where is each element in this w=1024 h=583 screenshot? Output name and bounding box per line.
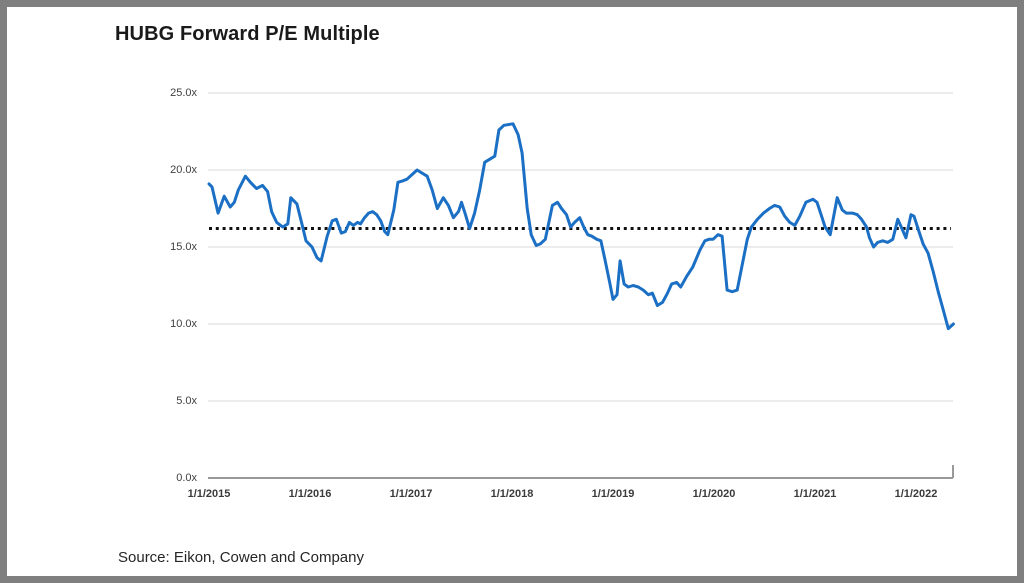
y-axis-tick-label: 0.0x xyxy=(176,472,197,484)
y-axis-labels: 0.0x 5.0x 10.0x 15.0x 20.0x 25.0x xyxy=(137,7,197,576)
y-axis-tick-label: 5.0x xyxy=(176,395,197,407)
y-axis-tick-label: 15.0x xyxy=(170,241,197,253)
x-axis-tick-label: 1/1/2017 xyxy=(389,488,433,500)
x-axis-tick-label: 1/1/2020 xyxy=(692,488,736,500)
x-axis-tick-label: 1/1/2016 xyxy=(288,488,332,500)
x-axis-tick-label: 1/1/2018 xyxy=(490,488,534,500)
y-axis-tick-label: 25.0x xyxy=(170,87,197,99)
source-note: Source: Eikon, Cowen and Company xyxy=(118,549,364,566)
x-axis-tick-label: 1/1/2019 xyxy=(591,488,635,500)
y-axis-tick-label: 10.0x xyxy=(170,318,197,330)
pe-multiple-line xyxy=(207,122,955,331)
x-axis-tick-label: 1/1/2015 xyxy=(187,488,231,500)
line-chart-canvas xyxy=(207,92,955,479)
chart-title: HUBG Forward P/E Multiple xyxy=(115,23,380,45)
x-axis-tick-label: 1/1/2022 xyxy=(894,488,938,500)
y-axis-tick-label: 20.0x xyxy=(170,164,197,176)
x-axis-tick-label: 1/1/2021 xyxy=(793,488,837,500)
x-axis-labels: 1/1/2015 1/1/2016 1/1/2017 1/1/2018 1/1/2019… xyxy=(7,488,1017,504)
